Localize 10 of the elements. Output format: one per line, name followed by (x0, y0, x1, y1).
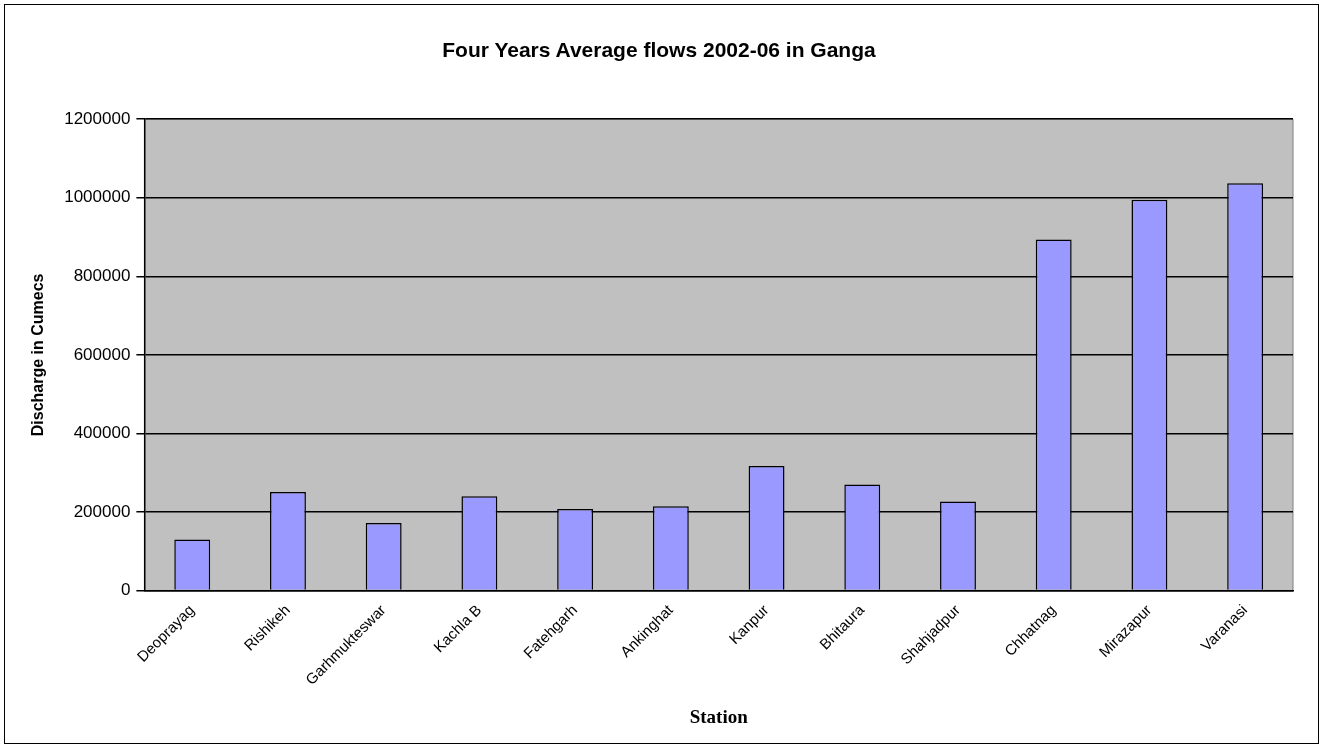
y-tick-label: 1000000 (64, 187, 131, 207)
y-tick-label: 200000 (73, 501, 131, 521)
y-tick-label: 1200000 (64, 108, 131, 128)
y-axis-title: Discharge in Cumecs (29, 273, 47, 437)
y-tick-label: 600000 (73, 344, 131, 364)
y-tick-label: 0 (120, 580, 131, 600)
x-axis-title: Station (689, 705, 749, 727)
chart-title: Four Years Average flows 2002-06 in Ganga (442, 38, 877, 62)
y-tick-label: 400000 (73, 423, 131, 443)
y-tick-label: 800000 (73, 266, 131, 286)
